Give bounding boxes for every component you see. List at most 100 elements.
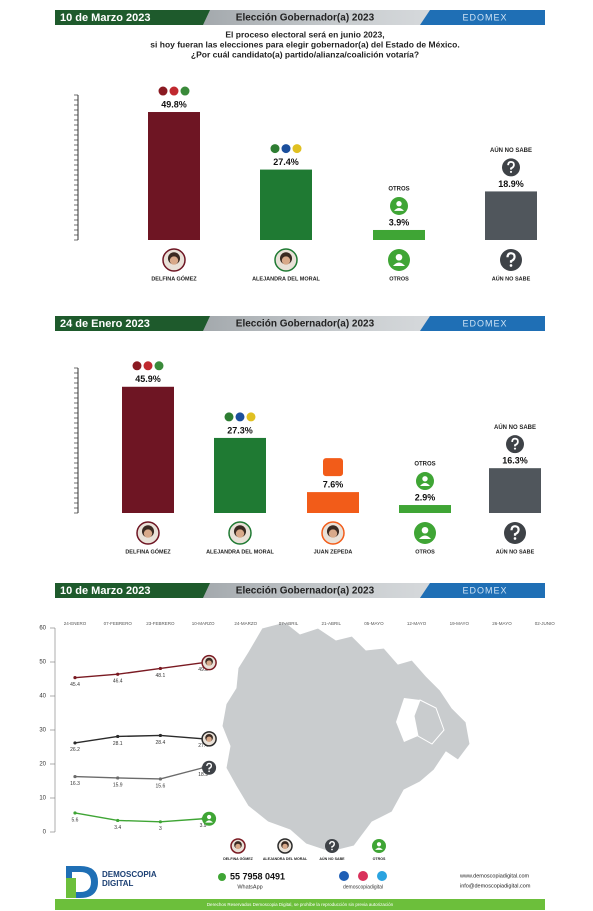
candidate-name: DELFINA GÓMEZ <box>125 547 171 555</box>
bar <box>260 170 312 240</box>
value-label: 16.3% <box>502 456 528 466</box>
top-label: AÚN NO SABE <box>494 424 536 431</box>
candidate-name: OTROS <box>389 276 409 282</box>
top-label: OTROS <box>388 187 409 193</box>
point <box>116 673 119 676</box>
header-date: 10 de Marzo 2023 <box>60 585 151 597</box>
point-label: 15.6 <box>156 783 166 789</box>
social-icon <box>377 871 387 881</box>
legal: Derechos Reservados Demoscopia Digital, … <box>207 902 394 907</box>
party-logo <box>158 86 168 96</box>
email: info@demoscopiadigital.com <box>460 883 531 889</box>
party-logo <box>270 144 280 154</box>
value-label: 45.9% <box>135 374 161 384</box>
bar <box>122 387 174 513</box>
point <box>73 811 76 814</box>
icon-dot <box>208 770 210 772</box>
legend-label: OTROS <box>373 857 386 861</box>
avatar-face <box>282 256 290 264</box>
question: El proceso electoral será en junio 2023, <box>225 29 384 39</box>
point <box>73 741 76 744</box>
header-region: EDOMEX <box>462 318 507 328</box>
point <box>159 777 162 780</box>
y-tick-label: 50 <box>39 660 46 666</box>
icon-head <box>396 201 401 206</box>
party-logo <box>132 361 142 371</box>
y-tick-label: 10 <box>39 796 46 802</box>
header-title: Elección Gobernador(a) 2023 <box>236 319 375 330</box>
avatar-face <box>144 529 152 537</box>
bar <box>214 438 266 513</box>
party-logo <box>323 458 343 476</box>
avatar-face <box>170 256 178 264</box>
x-tick-label: 23-FEBRERO <box>146 621 175 626</box>
point-label: 46.4 <box>113 679 123 685</box>
icon-dot <box>510 264 513 267</box>
point-label: 15.9 <box>113 782 123 788</box>
icon-dot <box>514 537 517 540</box>
icon-head <box>422 527 429 534</box>
point <box>159 820 162 823</box>
point <box>73 676 76 679</box>
icon-head <box>396 254 403 261</box>
x-tick-label: 24-MARZO <box>234 621 257 626</box>
candidate-name: OTROS <box>415 549 435 555</box>
y-tick-label: 40 <box>39 694 46 700</box>
party-logo <box>281 144 291 154</box>
point-label: 28.4 <box>156 740 166 746</box>
value-label: 18.9% <box>498 179 524 189</box>
candidate-name: AÚN NO SABE <box>492 275 531 282</box>
avatar-face <box>282 844 287 849</box>
candidate-name: AÚN NO SABE <box>496 548 535 555</box>
legend-label: AÚN NO SABE <box>319 856 345 861</box>
candidate-name: DELFINA GÓMEZ <box>151 274 197 282</box>
icon-head <box>422 476 427 481</box>
point-label: 45.4 <box>70 682 80 688</box>
point <box>116 735 119 738</box>
brand: DIGITAL <box>102 879 134 888</box>
point <box>159 667 162 670</box>
x-tick-label: 21-ABRIL <box>321 621 341 626</box>
question: si hoy fueran las elecciones para elegir… <box>150 39 459 49</box>
brand: DEMOSCOPIA <box>102 870 157 879</box>
header-title: Elección Gobernador(a) 2023 <box>236 13 375 24</box>
phone: 55 7958 0491 <box>230 871 285 881</box>
x-tick-label: 02-JUNIO <box>535 621 556 626</box>
bar <box>485 191 537 240</box>
point-label: 48.1 <box>156 673 166 679</box>
candidate-name: ALEJANDRA DEL MORAL <box>206 549 274 555</box>
bar <box>373 230 425 240</box>
value-label: 27.4% <box>273 157 299 167</box>
phone-label: WhatsApp <box>237 884 262 890</box>
infographic: 10 de Marzo 2023 Elección Gobernador(a) 2… <box>0 0 593 911</box>
icon-dot <box>331 849 333 851</box>
whatsapp-icon <box>218 873 226 881</box>
social-icon <box>358 871 368 881</box>
point <box>73 775 76 778</box>
point-label: 26.2 <box>70 747 80 753</box>
point-label: 16.3 <box>70 781 80 787</box>
point <box>159 734 162 737</box>
header-region: EDOMEX <box>462 585 507 595</box>
avatar-face <box>206 660 211 665</box>
logo-bar <box>66 878 76 898</box>
x-tick-label: 05-MAYO <box>364 621 384 626</box>
party-logo <box>292 144 302 154</box>
top-label: OTROS <box>414 462 435 468</box>
value-label: 3.9% <box>389 217 410 227</box>
value-label: 27.3% <box>227 425 253 435</box>
x-tick-label: 07-ABRIL <box>279 621 299 626</box>
social-handle: demoscopiadigital <box>343 884 383 890</box>
avatar-face <box>235 844 240 849</box>
avatar-face <box>236 529 244 537</box>
icon-dot <box>510 171 512 173</box>
candidate-name: JUAN ZEPEDA <box>314 549 353 555</box>
header-date: 10 de Marzo 2023 <box>60 12 151 24</box>
top-label: AÚN NO SABE <box>490 147 532 154</box>
point-label: 3 <box>159 826 162 832</box>
value-label: 49.8% <box>161 99 187 109</box>
avatar-face <box>206 737 211 742</box>
y-tick-label: 60 <box>39 626 46 632</box>
point-label: 3.4 <box>114 825 121 831</box>
icon-head <box>207 815 211 819</box>
